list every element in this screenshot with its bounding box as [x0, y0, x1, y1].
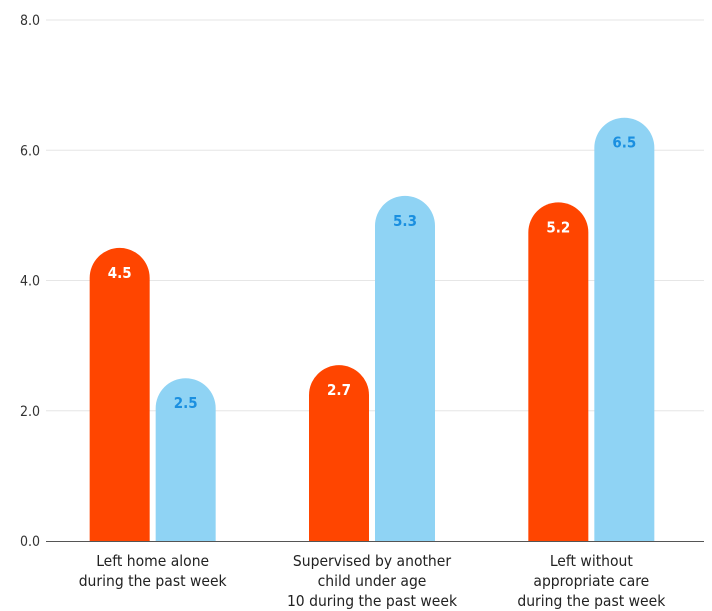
y-axis-ticks: 0.0 2.0 4.0 6.0 8.0	[20, 13, 40, 550]
bar	[309, 365, 369, 541]
x-category-label-line: Supervised by another	[293, 552, 451, 570]
bar	[594, 117, 655, 542]
x-category-label: Left home alone during the past week	[79, 552, 228, 590]
bar	[375, 195, 435, 541]
category-labels: Left home alone during the past week Super…	[79, 552, 667, 610]
data-label: 2.5	[174, 394, 198, 412]
data-label: 5.3	[393, 212, 417, 230]
x-category-label-line: Left home alone	[96, 552, 209, 570]
y-tick-label: 4.0	[20, 274, 40, 290]
x-category-label-line: during the past week	[79, 572, 228, 590]
x-category-label-line: child under age	[318, 572, 427, 590]
data-label: 4.5	[108, 264, 132, 282]
x-category-label-line: 10 during the past week	[287, 592, 458, 610]
bar	[528, 202, 589, 541]
x-category-label-line: appropriate care	[533, 572, 649, 590]
data-label: 5.2	[546, 218, 570, 236]
y-tick-label: 2.0	[20, 404, 40, 420]
y-tick-label: 0.0	[20, 534, 40, 550]
bar	[89, 247, 150, 541]
y-tick-label: 6.0	[20, 143, 40, 159]
data-label: 2.7	[327, 381, 351, 399]
x-category-label: Supervised by another child under age 10 d…	[287, 552, 458, 610]
bar	[155, 378, 216, 541]
bars: 4.5 2.5 2.7 5.3 5.2 6.5	[89, 117, 655, 542]
x-category-label: Left without appropriate care during the p…	[517, 552, 666, 610]
x-category-label-line: during the past week	[517, 592, 666, 610]
y-tick-label: 8.0	[20, 13, 40, 29]
data-label: 6.5	[612, 134, 636, 152]
x-category-label-line: Left without	[550, 552, 634, 570]
